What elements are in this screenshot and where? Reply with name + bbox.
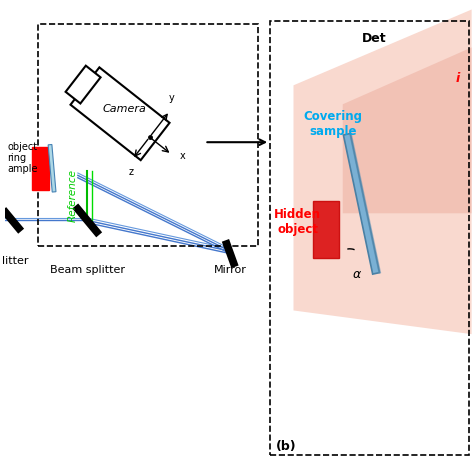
Text: $\alpha$: $\alpha$ [352, 268, 362, 282]
Polygon shape [65, 66, 100, 103]
Polygon shape [313, 201, 339, 258]
Text: z: z [128, 167, 133, 177]
Polygon shape [343, 47, 472, 213]
Polygon shape [74, 205, 100, 236]
Text: x: x [179, 151, 185, 161]
Text: y: y [168, 93, 174, 103]
Polygon shape [223, 240, 237, 267]
Text: i: i [456, 72, 460, 85]
Text: object: object [8, 142, 37, 152]
Text: ring: ring [8, 153, 27, 163]
Text: Beam splitter: Beam splitter [50, 265, 125, 275]
Polygon shape [293, 9, 472, 334]
Text: ample: ample [8, 164, 38, 174]
Polygon shape [349, 134, 381, 273]
Text: Det: Det [362, 32, 386, 46]
Text: Reference: Reference [68, 169, 78, 222]
Text: sample: sample [310, 125, 357, 138]
Polygon shape [2, 209, 23, 232]
Text: Hidden: Hidden [274, 208, 321, 221]
Text: Camera: Camera [103, 104, 146, 114]
Polygon shape [344, 134, 380, 274]
Text: Covering: Covering [304, 109, 363, 123]
Polygon shape [71, 67, 170, 160]
Polygon shape [48, 145, 56, 192]
Polygon shape [32, 147, 48, 190]
Text: litter: litter [2, 255, 29, 266]
Text: Mirror: Mirror [214, 265, 246, 275]
Text: (b): (b) [276, 440, 297, 453]
Text: object: object [277, 223, 318, 236]
